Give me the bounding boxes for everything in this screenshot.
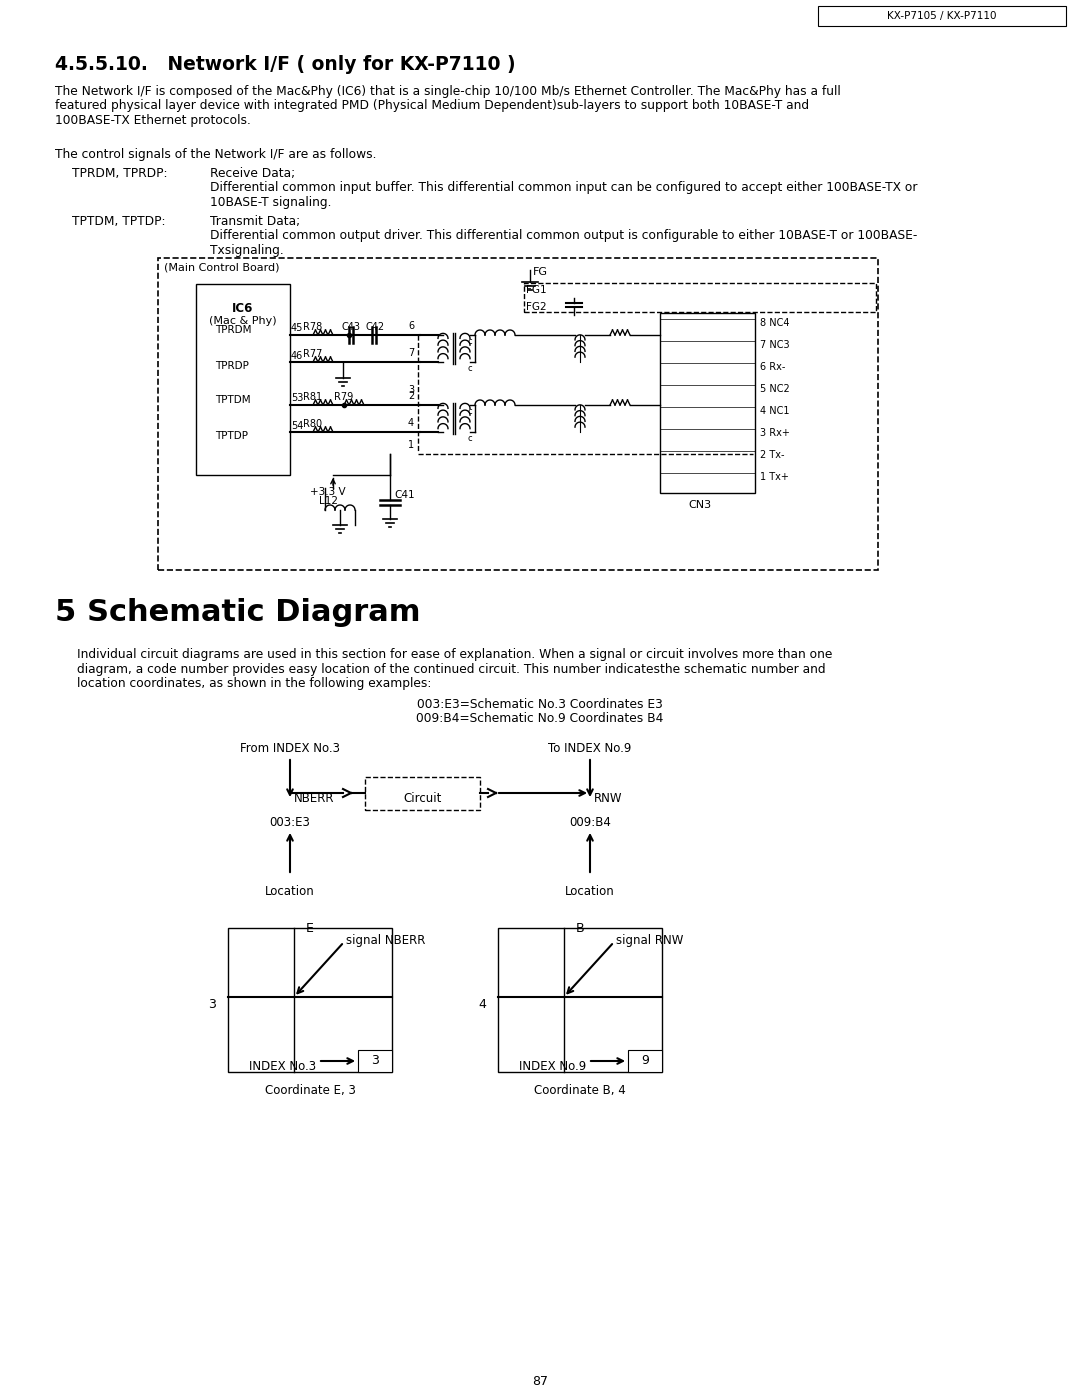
- Text: 3: 3: [208, 999, 216, 1011]
- Text: Schematic Diagram: Schematic Diagram: [87, 598, 420, 627]
- Text: 1: 1: [408, 440, 414, 450]
- Text: TPTDM: TPTDM: [215, 395, 251, 405]
- Text: To INDEX No.9: To INDEX No.9: [549, 742, 632, 754]
- Text: 009:B4: 009:B4: [569, 816, 611, 828]
- Text: B: B: [576, 922, 584, 935]
- Text: Differential common output driver. This differential common output is configurab: Differential common output driver. This …: [210, 229, 917, 243]
- Text: 7 NC3: 7 NC3: [760, 339, 789, 351]
- Bar: [228, 928, 392, 1071]
- Text: C43: C43: [342, 321, 361, 332]
- Text: FG2: FG2: [526, 302, 546, 312]
- Text: signal NBERR: signal NBERR: [346, 935, 426, 947]
- Text: E: E: [306, 922, 314, 935]
- Bar: [158, 258, 878, 570]
- Text: 87: 87: [532, 1375, 548, 1389]
- Text: INDEX No.9: INDEX No.9: [518, 1059, 586, 1073]
- Text: (Mac & Phy): (Mac & Phy): [210, 316, 276, 326]
- Text: Transmit Data;: Transmit Data;: [210, 215, 300, 228]
- Text: KX-P7105 / KX-P7110: KX-P7105 / KX-P7110: [888, 11, 997, 21]
- Bar: [627, 1051, 662, 1071]
- Text: The Network I/F is composed of the Mac&Phy (IC6) that is a single-chip 10/100 Mb: The Network I/F is composed of the Mac&P…: [55, 85, 840, 98]
- Bar: [818, 6, 1066, 27]
- Text: 9: 9: [642, 1055, 649, 1067]
- Text: 45: 45: [291, 323, 303, 332]
- Text: c: c: [467, 407, 472, 416]
- Text: The control signals of the Network I/F are as follows.: The control signals of the Network I/F a…: [55, 148, 377, 161]
- Text: TPTDP: TPTDP: [215, 432, 248, 441]
- Text: NBERR: NBERR: [294, 792, 335, 806]
- Text: 003:E3=Schematic No.3 Coordinates E3: 003:E3=Schematic No.3 Coordinates E3: [417, 698, 663, 711]
- Text: +3.3 V: +3.3 V: [310, 488, 346, 497]
- Text: C42: C42: [365, 321, 384, 332]
- Text: c: c: [467, 365, 472, 373]
- Text: TPRDM, TPRDP:: TPRDM, TPRDP:: [72, 168, 167, 180]
- Text: INDEX No.3: INDEX No.3: [248, 1059, 316, 1073]
- Text: 6: 6: [408, 321, 414, 331]
- Bar: [365, 777, 480, 810]
- Text: Circuit: Circuit: [403, 792, 442, 805]
- Text: FG: FG: [534, 267, 548, 277]
- Text: From INDEX No.3: From INDEX No.3: [240, 742, 340, 754]
- Text: 4: 4: [408, 418, 414, 427]
- Text: 5 NC2: 5 NC2: [760, 384, 789, 394]
- Text: 1 Tx+: 1 Tx+: [760, 472, 788, 482]
- Text: Differential common input buffer. This differential common input can be configur: Differential common input buffer. This d…: [210, 182, 918, 194]
- Text: TPRDM: TPRDM: [215, 326, 252, 335]
- Text: 3 Rx+: 3 Rx+: [760, 427, 789, 439]
- Text: R78: R78: [303, 321, 322, 332]
- Text: 4: 4: [478, 999, 486, 1011]
- Text: 3: 3: [372, 1055, 379, 1067]
- Bar: [524, 284, 876, 312]
- Text: 2: 2: [408, 391, 415, 401]
- Text: RNW: RNW: [594, 792, 622, 806]
- Text: c: c: [467, 337, 472, 346]
- Text: Coordinate E, 3: Coordinate E, 3: [265, 1084, 355, 1097]
- Text: featured physical layer device with integrated PMD (Physical Medium Dependent)su: featured physical layer device with inte…: [55, 99, 809, 113]
- Text: TPTDM, TPTDP:: TPTDM, TPTDP:: [72, 215, 165, 228]
- Text: diagram, a code number provides easy location of the continued circuit. This num: diagram, a code number provides easy loc…: [77, 662, 825, 676]
- Bar: [357, 1051, 392, 1071]
- Text: Individual circuit diagrams are used in this section for ease of explanation. Wh: Individual circuit diagrams are used in …: [77, 648, 833, 661]
- Text: L12: L12: [319, 496, 337, 506]
- Text: Receive Data;: Receive Data;: [210, 168, 295, 180]
- Text: C41: C41: [394, 490, 415, 500]
- Text: 2 Tx-: 2 Tx-: [760, 450, 784, 460]
- Text: TPRDP: TPRDP: [215, 360, 248, 372]
- Text: 6 Rx-: 6 Rx-: [760, 362, 785, 372]
- Text: FG1: FG1: [526, 285, 546, 295]
- Text: Coordinate B, 4: Coordinate B, 4: [535, 1084, 626, 1097]
- Text: Location: Location: [565, 886, 615, 898]
- Text: 8 NC4: 8 NC4: [760, 319, 789, 328]
- Text: 10BASE-T signaling.: 10BASE-T signaling.: [210, 196, 332, 210]
- Text: R79: R79: [334, 393, 353, 402]
- Text: 100BASE-TX Ethernet protocols.: 100BASE-TX Ethernet protocols.: [55, 115, 251, 127]
- Text: 7: 7: [408, 348, 415, 358]
- Text: 53: 53: [291, 393, 303, 402]
- Text: 4.5.5.10.   Network I/F ( only for KX-P7110 ): 4.5.5.10. Network I/F ( only for KX-P711…: [55, 54, 515, 74]
- Text: (Main Control Board): (Main Control Board): [164, 263, 280, 272]
- Text: Txsignaling.: Txsignaling.: [210, 244, 284, 257]
- Text: 46: 46: [291, 351, 303, 360]
- Text: signal RNW: signal RNW: [616, 935, 684, 947]
- Text: IC6: IC6: [232, 302, 254, 314]
- Text: 009:B4=Schematic No.9 Coordinates B4: 009:B4=Schematic No.9 Coordinates B4: [416, 712, 664, 725]
- Text: 3: 3: [408, 386, 414, 395]
- Text: location coordinates, as shown in the following examples:: location coordinates, as shown in the fo…: [77, 678, 431, 690]
- Text: R80: R80: [303, 419, 322, 429]
- Text: 4 NC1: 4 NC1: [760, 407, 789, 416]
- Text: 54: 54: [291, 420, 303, 432]
- Text: R77: R77: [303, 349, 322, 359]
- Text: R81: R81: [303, 393, 322, 402]
- Text: c: c: [467, 434, 472, 443]
- Bar: [498, 928, 662, 1071]
- Text: 5: 5: [55, 598, 77, 627]
- Bar: [195, 284, 291, 475]
- Text: 003:E3: 003:E3: [270, 816, 310, 828]
- Text: Location: Location: [265, 886, 315, 898]
- Bar: [660, 313, 755, 493]
- Text: CN3: CN3: [688, 500, 712, 510]
